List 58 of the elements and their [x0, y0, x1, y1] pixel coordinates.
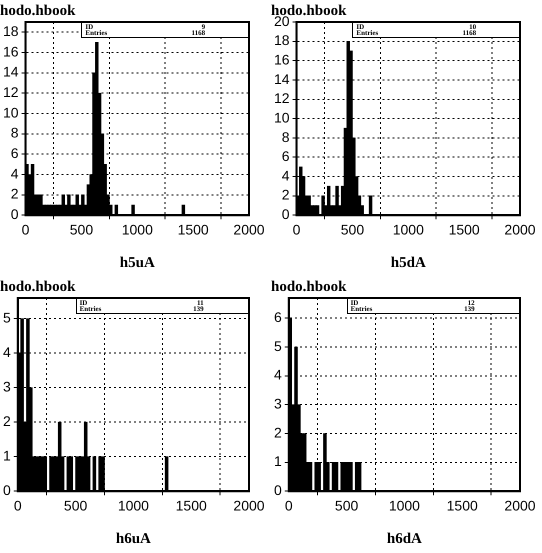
x-tick-label: 1000	[392, 221, 424, 238]
x-tick-label: 2000	[504, 221, 536, 238]
x-tick-label: 0	[292, 221, 301, 238]
x-tick-label: 1000	[388, 497, 420, 514]
chart-title: hodo.hbook	[0, 278, 76, 295]
y-tick-label: 4	[274, 366, 282, 383]
y-tick-label: 18	[274, 32, 290, 48]
y-tick-label: 5	[2, 310, 11, 326]
x-tick-label: 2000	[233, 221, 265, 238]
x-tick-label: 1000	[118, 497, 150, 514]
y-tick-label: 1	[274, 453, 282, 470]
x-axis-title: h6dA	[386, 530, 422, 547]
y-tick-label: 4	[282, 167, 290, 184]
y-tick-label: 10	[2, 104, 19, 120]
x-tick-label: 1500	[178, 221, 209, 238]
x-tick-label: 0	[22, 221, 30, 238]
y-tick-label: 10	[274, 109, 290, 126]
y-tick-label: 16	[274, 52, 290, 68]
y-tick-label: 0	[282, 206, 290, 222]
y-tick-label: 3	[274, 396, 282, 412]
y-tick-label: 4	[2, 344, 11, 360]
y-tick-label: 2	[274, 424, 282, 440]
y-tick-label: 8	[10, 124, 19, 141]
x-axis-title: h5uA	[120, 254, 155, 271]
x-tick-label: 1500	[176, 497, 207, 514]
chart-title: hodo.hbook	[0, 2, 76, 19]
y-tick-label: 14	[2, 64, 19, 80]
y-tick-label: 16	[2, 43, 19, 60]
chart-title: hodo.hbook	[271, 278, 348, 295]
y-tick-label: 18	[2, 23, 19, 40]
y-tick-label: 0	[10, 206, 19, 222]
y-tick-label: 0	[274, 482, 282, 498]
x-tick-label: 1500	[448, 221, 480, 238]
x-tick-label: 2000	[504, 497, 536, 514]
y-tick-label: 0	[2, 482, 11, 498]
y-tick-label: 14	[274, 70, 290, 87]
y-tick-label: 2	[282, 186, 290, 203]
x-tick-label: 500	[340, 221, 364, 238]
y-tick-label: 12	[2, 84, 19, 100]
y-tick-label: 4	[10, 165, 19, 182]
y-tick-label: 12	[274, 90, 290, 106]
y-tick-label: 3	[2, 378, 11, 395]
y-tick-label: 5	[274, 338, 282, 354]
y-tick-label: 6	[10, 145, 19, 162]
y-tick-label: 6	[274, 309, 282, 326]
x-axis-title: h6uA	[116, 530, 152, 547]
x-tick-label: 500	[64, 497, 88, 514]
y-tick-label: 2	[10, 186, 19, 202]
x-axis-title: h5dA	[390, 254, 426, 271]
y-tick-label: 1	[2, 448, 11, 464]
x-tick-label: 500	[334, 497, 358, 514]
x-tick-label: 1500	[446, 497, 478, 514]
x-tick-label: 500	[70, 221, 94, 238]
y-tick-label: 2	[2, 413, 11, 430]
x-tick-label: 2000	[233, 497, 265, 514]
y-tick-label: 8	[282, 128, 290, 145]
y-tick-label: 6	[282, 148, 290, 164]
x-tick-label: 1000	[122, 221, 154, 238]
